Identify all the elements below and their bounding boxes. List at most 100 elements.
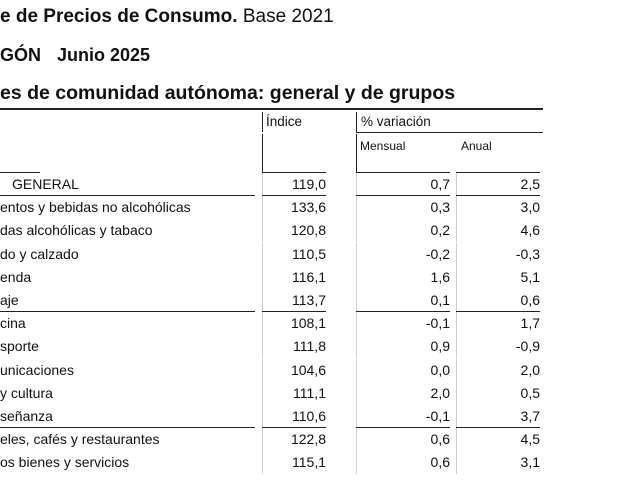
row-index-value: 108,1: [290, 315, 326, 332]
row-monthly-value: 0,7: [430, 176, 450, 192]
divider-segment: [456, 427, 540, 429]
cell-separator: [356, 173, 357, 196]
row-annual-value: 3,0: [520, 199, 540, 216]
cell-separator: [356, 335, 357, 359]
cell-separator: [356, 381, 357, 405]
table-row: GENERAL 119,0 0,7 2,5: [0, 173, 640, 196]
row-annual-value: 2,5: [520, 176, 540, 192]
cell-separator: [456, 312, 457, 336]
cell-separator: [456, 358, 457, 382]
header-separator-variation: [356, 112, 357, 132]
row-annual-value: 2,0: [520, 361, 540, 378]
row-label: entos y bebidas no alcohólicas: [0, 199, 191, 216]
row-monthly-value: 0,0: [430, 361, 450, 378]
divider-segment: [262, 311, 326, 313]
cell-separator: [456, 265, 457, 289]
column-header-index: Índice: [266, 114, 303, 129]
divider-segment: [262, 195, 326, 197]
row-annual-value: -0,9: [515, 338, 540, 355]
cell-separator: [356, 196, 357, 220]
table-body: GENERAL 119,0 0,7 2,5 entos y bebidas no alc…: [0, 173, 640, 475]
table-top-rule-label: [0, 172, 40, 173]
cell-separator: [262, 404, 263, 428]
cell-separator: [356, 428, 357, 452]
cell-separator: [262, 335, 263, 359]
cell-separator: [262, 381, 263, 405]
table-row: eles, cafés y restaurantes 122,8 0,6 4,5: [0, 428, 640, 452]
row-index-value: 120,8: [290, 222, 326, 239]
cell-separator: [456, 335, 457, 359]
cell-separator: [356, 265, 357, 289]
row-annual-value: 0,6: [520, 291, 540, 308]
column-header-variation: % variación: [361, 114, 431, 129]
header-separator-index: [262, 112, 263, 132]
cell-separator: [456, 288, 457, 312]
cell-separator: [262, 219, 263, 243]
table-row: sporte 111,8 0,9 -0,9: [0, 335, 640, 359]
table-top-rule-index: [262, 172, 326, 173]
cell-separator: [456, 173, 457, 196]
document-title: e de Precios de Consumo. Base 2021: [0, 6, 334, 28]
cell-separator: [456, 196, 457, 220]
row-label: cina: [0, 315, 26, 332]
row-index-value: 113,7: [292, 291, 326, 308]
table-row: do y calzado 110,5 -0,2 -0,3: [0, 242, 640, 266]
row-label: enda: [0, 268, 32, 285]
row-monthly-value: 0,3: [430, 199, 450, 216]
row-monthly-value: 0,9: [430, 338, 450, 355]
divider-segment: [456, 311, 540, 313]
table-top-rule-annual: [456, 172, 540, 173]
row-monthly-value: 0,1: [430, 291, 450, 308]
row-monthly-value: 0,6: [430, 454, 450, 471]
subheader-separator-index: [262, 134, 263, 172]
row-index-value: 111,1: [293, 384, 326, 401]
row-monthly-value: -0,1: [425, 407, 450, 424]
row-index-value: 115,1: [292, 454, 326, 471]
cell-separator: [262, 428, 263, 452]
region-period-heading: GÓN Junio 2025: [0, 45, 150, 66]
cell-separator: [262, 173, 263, 196]
cell-separator: [262, 312, 263, 336]
row-annual-value: 1,7: [520, 315, 540, 332]
table-row: das alcohólicas y tabaco 120,8 0,2 4,6: [0, 219, 640, 243]
title-base-text: Base 2021: [237, 6, 334, 27]
cell-separator: [262, 451, 263, 475]
cell-separator: [262, 196, 263, 220]
row-index-value: 119,0: [292, 176, 326, 192]
cell-separator: [456, 404, 457, 428]
subheader-separator-variation: [356, 134, 357, 172]
row-index-value: 122,8: [290, 431, 326, 448]
row-index-value: 110,5: [292, 245, 326, 262]
table-top-rule-monthly: [356, 172, 450, 173]
table-row: cina 108,1 -0,1 1,7: [0, 312, 640, 336]
row-annual-value: 3,7: [520, 407, 540, 424]
row-index-value: 110,6: [292, 407, 326, 424]
table-row: enda 116,1 1,6 5,1: [0, 265, 640, 289]
cell-separator: [356, 404, 357, 428]
cell-separator: [262, 358, 263, 382]
divider-segment: [0, 311, 255, 313]
row-index-value: 133,6: [290, 199, 326, 216]
row-label: unicaciones: [0, 361, 74, 378]
table-row: señanza 110,6 -0,1 3,7: [0, 404, 640, 428]
row-label: señanza: [0, 407, 53, 424]
divider-segment: [356, 195, 450, 197]
row-monthly-value: 0,2: [430, 222, 450, 239]
cell-separator: [356, 451, 357, 475]
cell-separator: [262, 242, 263, 266]
cell-separator: [356, 242, 357, 266]
table-row: os bienes y servicios 115,1 0,6 3,1: [0, 451, 640, 475]
region-text: GÓN: [0, 45, 42, 65]
row-annual-value: 0,5: [520, 384, 540, 401]
row-annual-value: -0,3: [515, 245, 540, 262]
cell-separator: [456, 451, 457, 475]
row-label: eles, cafés y restaurantes: [0, 431, 160, 448]
cell-separator: [262, 265, 263, 289]
variation-underline: [356, 132, 543, 133]
cell-separator: [456, 428, 457, 452]
row-monthly-value: -0,2: [425, 245, 450, 262]
table-row: aje 113,7 0,1 0,6: [0, 288, 640, 312]
title-bold-text: e de Precios de Consumo.: [0, 6, 238, 27]
cell-separator: [356, 219, 357, 243]
